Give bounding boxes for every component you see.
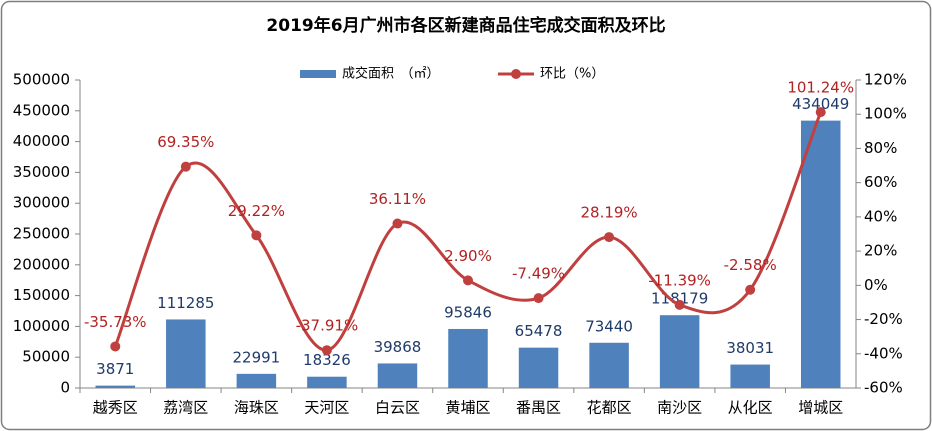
x-tick-label: 花都区 [587,399,632,417]
x-tick-label: 南沙区 [657,399,702,417]
y2-tick-label: -60% [864,379,903,397]
x-tick-label: 从化区 [728,399,773,417]
y-tick-label: 50000 [22,348,70,366]
x-tick-label: 黄埔区 [445,399,490,417]
y2-tick-label: 100% [864,105,907,123]
line-marker [745,284,756,295]
x-tick-label: 越秀区 [93,399,138,417]
line-marker [463,275,473,286]
y-tick-label: 0 [60,379,70,397]
bar [307,376,347,388]
y2-tick-label: -20% [864,310,903,328]
y2-tick-label: 120% [864,71,907,89]
line-marker [180,161,191,172]
legend-swatch [300,70,336,78]
line-marker [604,232,615,243]
bar [800,120,841,388]
bar-value-label: 22991 [233,348,281,366]
x-tick-label: 增城区 [798,399,843,417]
bar-value-label: 3871 [96,360,134,378]
bar-value-label: 73440 [585,317,633,335]
line-value-label: -35.73% [84,313,147,331]
y-tick-label: 500000 [13,71,70,89]
bar [448,328,488,388]
bar-value-label: 38031 [726,339,774,357]
bar-value-label: 95846 [444,303,492,321]
line-value-label: 28.19% [580,204,637,222]
y-tick-label: 200000 [13,255,70,273]
bar [95,385,136,388]
line-value-label: -37.91% [296,317,359,335]
line-marker [321,345,332,356]
line [113,111,823,352]
bar-value-label: 434049 [792,95,849,113]
y2-tick-label: 60% [864,173,897,191]
legend-marker [511,69,521,79]
line-value-label: 36.11% [369,190,426,208]
bar-value-label: 39868 [374,338,422,356]
x-tick-label: 番禺区 [516,399,561,417]
x-tick-label: 天河区 [304,399,349,417]
line-marker [110,341,121,352]
line-value-label: 101.24% [787,79,854,97]
chart-title: 2019年6月广州市各区新建商品住宅成交面积及环比 [266,15,665,36]
y2-tick-label: 80% [864,139,897,157]
bar [659,315,700,388]
x-tick-label: 荔湾区 [163,399,208,417]
line-marker [251,230,262,241]
line-value-label: -2.58% [724,256,777,274]
line-value-label: -7.49% [512,265,565,283]
bar [589,342,629,388]
line-value-label: 29.22% [228,202,285,220]
line-marker [815,107,826,118]
line-value-label: -11.39% [648,271,711,289]
legend-label: 环比（%） [540,67,604,82]
x-tick-label: 海珠区 [234,399,279,417]
bar [236,373,277,388]
x-tick-label: 白云区 [375,399,420,417]
line-marker [533,293,544,304]
y-tick-label: 250000 [13,225,70,243]
bar [518,347,559,388]
line-value-label: 2.90% [444,247,492,265]
bar [377,363,418,388]
y2-tick-label: 40% [864,207,897,225]
line-marker [674,299,685,310]
legend-label: 成交面积 （㎡） [342,66,440,82]
y-tick-label: 150000 [13,286,70,304]
y2-tick-label: -40% [864,344,903,362]
bar-value-label: 18326 [303,351,351,369]
y2-tick-label: 20% [864,242,897,260]
y-tick-label: 100000 [13,317,70,335]
bar-value-label: 65478 [515,322,563,340]
y-tick-label: 450000 [13,101,70,119]
bar-value-label: 111285 [157,294,214,312]
line-value-label: 69.35% [157,133,214,151]
y2-tick-label: 0% [864,276,888,294]
bar [730,364,770,388]
line-marker [392,218,403,229]
y-tick-label: 300000 [13,194,70,212]
y-tick-label: 350000 [13,163,70,181]
y-tick-label: 400000 [13,132,70,150]
bar [166,319,206,388]
